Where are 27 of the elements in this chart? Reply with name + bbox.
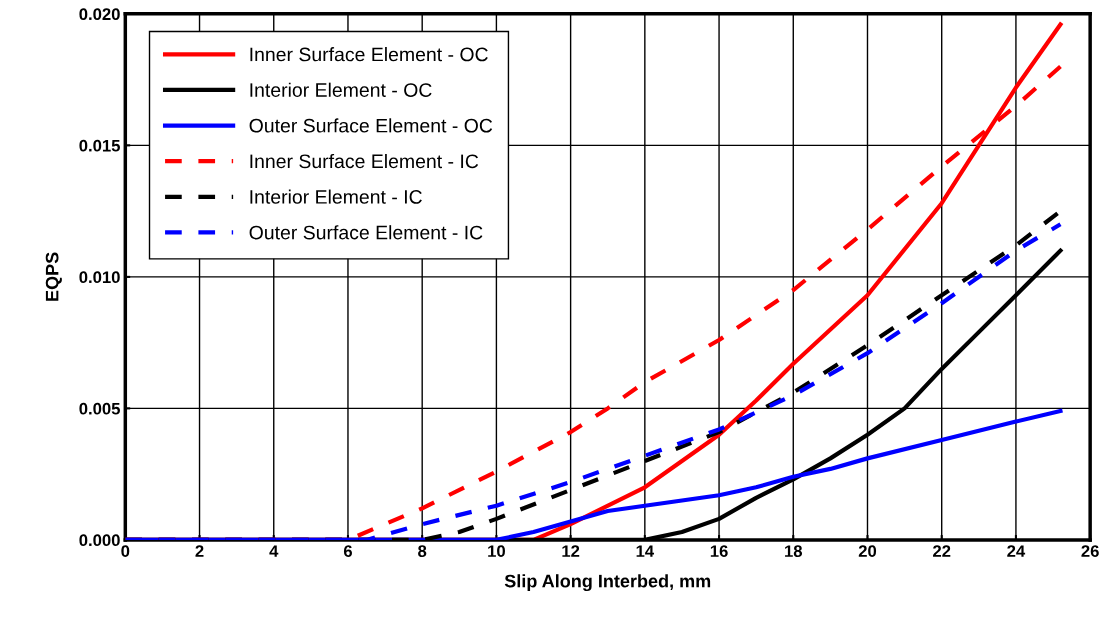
x-tick-label: 22	[933, 545, 951, 557]
x-tick-label: 8	[418, 545, 427, 558]
y-tick-label: 0.015	[79, 139, 120, 152]
legend-label: Inner Surface Element - OC	[250, 47, 488, 62]
x-tick-label: 16	[710, 545, 728, 558]
x-tick-label: 2	[195, 545, 204, 557]
legend-label: Interior Element - OC	[250, 82, 432, 97]
legend-label: Interior Element - IC	[250, 189, 422, 204]
y-tick-label: 0.005	[79, 402, 120, 415]
y-tick-label: 0.010	[79, 271, 120, 284]
x-tick-label: 14	[636, 545, 655, 557]
x-tick-label: 4	[269, 545, 279, 557]
x-tick-label: 12	[562, 545, 580, 557]
y-tick-label: 0.020	[79, 8, 120, 21]
x-tick-label: 20	[858, 545, 877, 558]
x-tick-label: 24	[1007, 545, 1026, 557]
y-axis-title: EQPS	[45, 252, 62, 301]
x-tick-label: 0	[121, 545, 130, 558]
x-tick-label: 18	[785, 545, 803, 558]
x-tick-label: 6	[343, 545, 352, 558]
legend-label: Outer Surface Element - IC	[249, 225, 483, 240]
x-tick-label: 26	[1081, 545, 1099, 558]
legend-label: Inner Surface Element - IC	[250, 153, 479, 169]
y-tick-label: 0.000	[79, 534, 120, 547]
x-axis-title: Slip Along Interbed, mm	[504, 574, 711, 592]
x-tick-label: 10	[488, 545, 505, 558]
legend-label: Outer Surface Element - OC	[249, 118, 493, 133]
